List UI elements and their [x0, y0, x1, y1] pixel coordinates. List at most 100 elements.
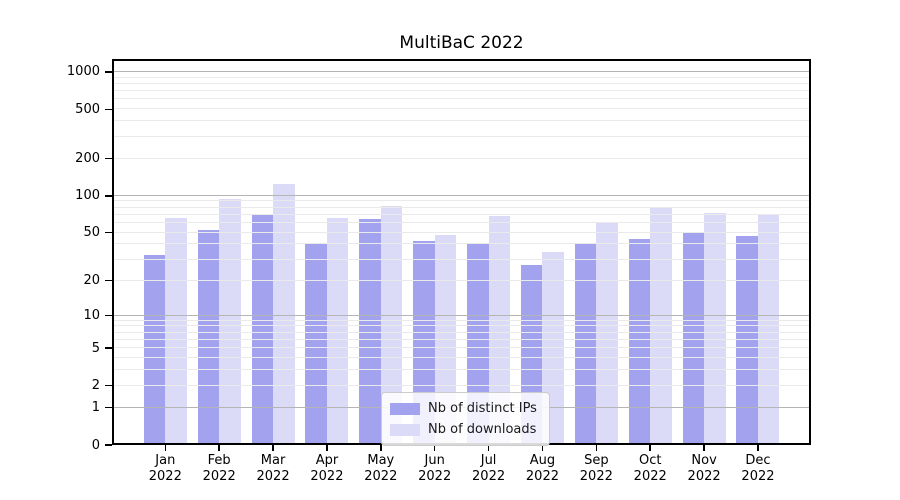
x-tick-label-jun: Jun 2022 [403, 453, 467, 485]
x-tick-mark-dec [757, 445, 759, 451]
gridline-40 [114, 243, 809, 245]
gridline-90 [114, 200, 809, 202]
x-tick-year: 2022 [310, 469, 344, 484]
y-tick-mark-100 [105, 194, 112, 197]
gridline-700 [114, 90, 809, 92]
bar-distinct-ips-sep [574, 243, 597, 443]
x-tick-mark-oct [649, 445, 651, 451]
x-tick-year: 2022 [741, 469, 775, 484]
gridline-60 [114, 222, 809, 224]
x-tick-month: Jan [155, 453, 176, 468]
bar-distinct-ips-may [359, 218, 381, 443]
x-tick-year: 2022 [633, 469, 667, 484]
y-tick-mark-500 [105, 108, 112, 111]
gridline-70 [114, 213, 809, 215]
gridline-5 [114, 347, 809, 349]
y-tick-mark-2 [105, 384, 112, 387]
x-tick-month: Feb [207, 453, 231, 468]
x-tick-year: 2022 [579, 469, 613, 484]
x-tick-mark-aug [541, 445, 544, 451]
x-tick-label-may: May 2022 [349, 453, 413, 485]
y-tick-label-100: 100 [75, 188, 100, 204]
gridline-10 [114, 314, 809, 316]
x-tick-mark-sep [595, 445, 598, 451]
x-tick-mark-apr [326, 445, 328, 451]
gridline-6 [114, 338, 809, 340]
bar-distinct-ips-oct [628, 239, 651, 443]
x-tick-label-dec: Dec 2022 [726, 453, 790, 485]
x-tick-label-mar: Mar 2022 [241, 453, 305, 485]
y-tick-mark-5 [105, 347, 112, 350]
x-tick-month: Oct [638, 453, 662, 468]
x-tick-mark-jul [487, 445, 490, 451]
bar-distinct-ips-feb [197, 229, 220, 443]
x-tick-year: 2022 [418, 469, 452, 484]
legend-label-downloads: Nb of downloads [428, 422, 537, 437]
y-tick-label-10: 10 [83, 308, 100, 323]
x-tick-month: May [367, 453, 395, 468]
x-tick-mark-jun [433, 445, 436, 451]
x-tick-month: Aug [529, 453, 556, 468]
bar-distinct-ips-apr [305, 244, 327, 443]
bar-downloads-nov [704, 213, 726, 443]
bar-downloads-jul [488, 216, 511, 443]
gridline-400 [114, 120, 809, 122]
x-tick-label-jul: Jul 2022 [457, 453, 521, 485]
gridline-3 [114, 369, 809, 371]
x-tick-label-aug: Aug 2022 [510, 453, 574, 485]
y-tick-label-1000: 1000 [66, 64, 100, 80]
x-tick-year: 2022 [148, 469, 182, 484]
bar-downloads-mar [273, 183, 295, 443]
y-tick-mark-0 [105, 444, 112, 446]
gridline-200 [114, 157, 809, 159]
bar-downloads-jan [165, 217, 187, 443]
legend-swatch-distinct-ips [390, 402, 420, 415]
x-tick-mark-jan [164, 445, 167, 451]
y-tick-mark-1000 [105, 71, 112, 73]
x-tick-label-oct: Oct 2022 [618, 453, 682, 485]
x-tick-label-apr: Apr 2022 [295, 453, 359, 485]
y-tick-label-0: 0 [91, 437, 100, 453]
gridline-4 [114, 357, 809, 359]
legend-item-downloads: Nb of downloads [390, 422, 537, 437]
gridline-900 [114, 76, 809, 78]
gridline-1000 [114, 70, 809, 72]
plot-area: Nb of distinct IPs Nb of downloads [112, 59, 811, 446]
y-tick-mark-10 [105, 314, 112, 317]
legend-item-distinct-ips: Nb of distinct IPs [390, 401, 537, 416]
x-tick-year: 2022 [525, 469, 559, 484]
bar-distinct-ips-jan [143, 254, 166, 443]
legend-label-distinct-ips: Nb of distinct IPs [428, 401, 537, 416]
y-tick-mark-200 [105, 157, 112, 160]
bar-distinct-ips-mar [251, 214, 274, 443]
gridline-50 [114, 231, 809, 233]
gridline-80 [114, 206, 809, 208]
gridline-800 [114, 82, 809, 84]
bar-downloads-oct [650, 207, 672, 443]
gridline-8 [114, 325, 809, 327]
gridline-30 [114, 258, 809, 260]
x-tick-month: Mar [260, 453, 286, 468]
x-tick-mark-nov [703, 445, 705, 451]
y-tick-label-1: 1 [91, 400, 100, 416]
y-tick-mark-20 [105, 279, 112, 282]
x-tick-mark-feb [218, 445, 220, 451]
gridline-300 [114, 135, 809, 137]
x-tick-mark-mar [272, 445, 274, 451]
legend-swatch-downloads [390, 423, 420, 436]
gridline-100 [114, 194, 809, 196]
x-tick-month: Sep [584, 453, 609, 468]
x-tick-label-sep: Sep 2022 [564, 453, 628, 485]
y-tick-label-500: 500 [75, 101, 100, 117]
bar-distinct-ips-nov [682, 232, 705, 443]
y-tick-mark-1 [105, 406, 112, 409]
bar-downloads-apr [326, 217, 349, 443]
gridline-600 [114, 98, 809, 100]
x-tick-month: Nov [691, 453, 717, 468]
x-tick-year: 2022 [472, 469, 506, 484]
gridline-2 [114, 384, 809, 386]
x-tick-year: 2022 [256, 469, 290, 484]
x-tick-year: 2022 [202, 469, 236, 484]
y-tick-label-50: 50 [83, 225, 100, 241]
